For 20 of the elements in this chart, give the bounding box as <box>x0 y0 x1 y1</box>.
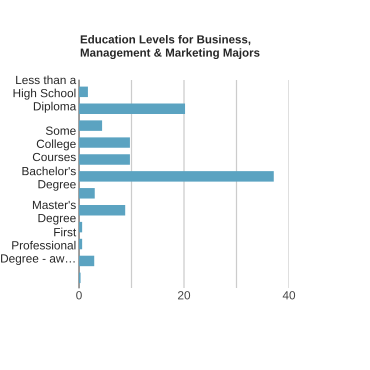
x-tick-label: 0 <box>76 291 82 300</box>
y-tick-label: Master's Degree <box>32 200 76 225</box>
bar <box>79 86 88 98</box>
y-tick-label: First Professional Degree - aw… <box>1 228 76 265</box>
bar <box>79 256 94 266</box>
bar <box>79 104 186 114</box>
chart-title: Education Levels for Business, Management & Marketing Majors <box>80 35 260 60</box>
bar <box>79 188 95 199</box>
bar <box>79 171 274 182</box>
bar <box>79 204 126 216</box>
bar <box>79 222 82 232</box>
y-tick-label: Less than a High School Diploma <box>14 75 76 113</box>
bar <box>79 154 130 165</box>
bar <box>79 120 102 131</box>
y-tick-label: Some College Courses <box>32 126 76 162</box>
bar <box>79 238 82 250</box>
x-tick-label: 40 <box>282 291 296 300</box>
y-tick-label: Bachelor's Degree <box>22 166 76 191</box>
x-tick-label: 20 <box>178 291 190 300</box>
bar <box>79 137 130 148</box>
